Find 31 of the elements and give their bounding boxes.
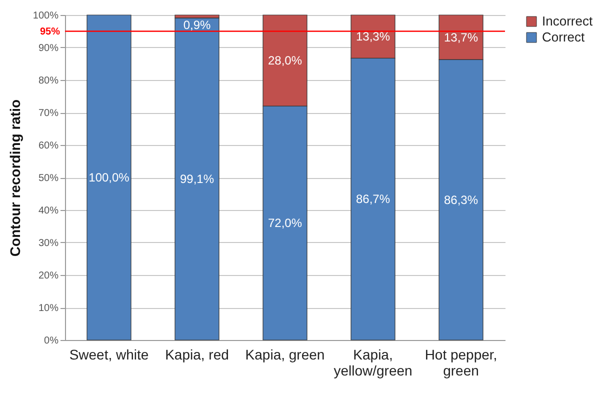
data-label: 0,9% bbox=[183, 18, 211, 32]
x-tick-label: Kapia, yellow/green bbox=[334, 346, 412, 378]
y-tick-label: 50% bbox=[38, 173, 59, 184]
data-label: 13,7% bbox=[444, 30, 478, 44]
y-tick-label: 60% bbox=[38, 140, 59, 152]
y-tick-label: 70% bbox=[38, 108, 59, 119]
y-tick-label: 20% bbox=[38, 270, 59, 282]
data-label: 100,0% bbox=[88, 170, 130, 184]
y-tick-label: 100% bbox=[32, 10, 59, 22]
data-label: 28,0% bbox=[268, 54, 302, 68]
x-tick-label: Sweet, white bbox=[69, 346, 149, 362]
legend-label: Correct bbox=[542, 30, 586, 44]
data-label: 99,1% bbox=[180, 172, 214, 186]
y-axis-title: Contour recording ratio bbox=[6, 99, 23, 257]
data-label: 86,7% bbox=[356, 192, 390, 206]
bar bbox=[174, 18, 220, 340]
legend-label: Incorrect bbox=[542, 14, 593, 28]
x-tick-label: Kapia, red bbox=[165, 346, 229, 362]
y-tick-label: 0% bbox=[44, 336, 59, 346]
y-tick-label: 90% bbox=[38, 43, 59, 54]
bar bbox=[86, 14, 132, 340]
y-tick-label: 40% bbox=[38, 206, 59, 216]
ref-line-label: 95% bbox=[40, 26, 60, 38]
data-label: 72,0% bbox=[268, 216, 302, 230]
y-tick-label: 10% bbox=[38, 303, 59, 314]
y-tick-label: 30% bbox=[38, 238, 59, 249]
x-tick-label: Kapia, green bbox=[245, 346, 325, 362]
y-tick-label: 80% bbox=[38, 76, 59, 86]
x-tick-label: Hot pepper, green bbox=[424, 346, 498, 378]
data-label: 86,3% bbox=[444, 192, 478, 207]
data-label: 13,3% bbox=[356, 30, 390, 44]
